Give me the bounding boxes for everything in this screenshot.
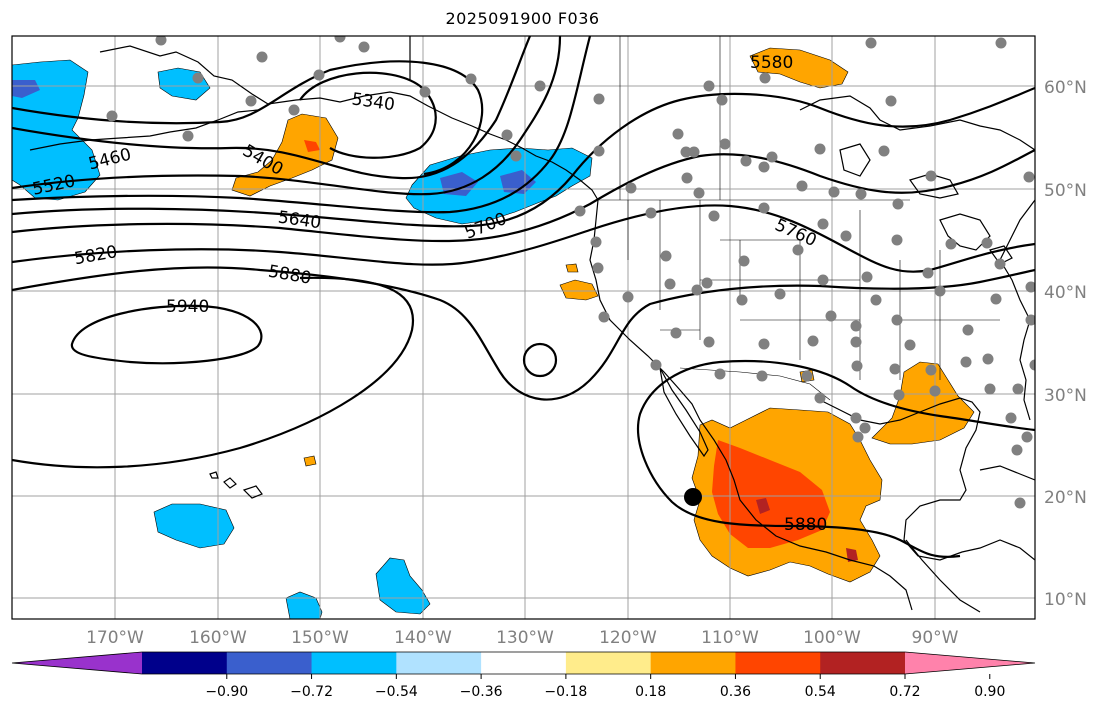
contour-5880-south: [12, 359, 1035, 558]
contour-5520: [12, 36, 562, 196]
coastlines: [29, 36, 1035, 613]
colorbar-tick-label: −0.36: [460, 684, 503, 700]
colorbar-swatch: [142, 652, 228, 674]
contour-5400: [12, 60, 484, 176]
colorbar-swatch: [396, 652, 482, 674]
lat-label-40n: 40°N: [1044, 283, 1087, 303]
lon-label-120w: 120°W: [599, 628, 657, 648]
negative-shading-north-pacific-inner: [12, 80, 40, 98]
contour-5580: [12, 36, 592, 214]
contour-small-loop: [522, 342, 558, 378]
contour-label-5940: 5940: [166, 297, 209, 317]
contour-5820: [12, 266, 1035, 401]
colorbar-tick-label: 0.18: [635, 684, 666, 700]
location-marker: [684, 488, 702, 506]
contour-label-5820: 5820: [73, 242, 119, 269]
lon-label-160w: 160°W: [189, 628, 247, 648]
colorbar-tick-label: −0.72: [290, 684, 333, 700]
political-borders: [598, 36, 1000, 401]
contour-5760: [12, 204, 1035, 273]
contour-label-5880-north: 5880: [267, 262, 313, 289]
colorbar-swatch: [311, 652, 397, 674]
negative-shading-pacific-northwest-inner-1: [440, 172, 478, 196]
colorbar-tick-label: −0.18: [544, 684, 587, 700]
colorbar-tick-label: −0.90: [205, 684, 248, 700]
positive-shading-north: [749, 47, 849, 89]
colorbar-tick-label: 0.72: [889, 684, 920, 700]
lat-label-10n: 10°N: [1044, 590, 1087, 610]
contour-labels: 5340 5400 5460 5520 5580 5640 5700 5760 …: [31, 53, 828, 535]
positive-shading-gulf: [231, 113, 339, 197]
colorbar-swatch: [820, 652, 906, 674]
negative-shading-south-2: [285, 591, 323, 619]
colorbar: −0.90 −0.72 −0.54 −0.36 −0.18 0.18 0.36 0.54 0.7…: [11, 651, 1036, 700]
colorbar-swatch: [565, 652, 652, 674]
longitude-labels: 170°W 160°W 150°W 140°W 130°W 120°W 110°…: [86, 628, 959, 648]
colorbar-outline: [11, 651, 1036, 675]
positive-shading-california: [559, 279, 599, 301]
colorbar-extend-high: [905, 652, 1035, 674]
lat-label-20n: 20°N: [1044, 488, 1087, 508]
contour-label-5580: 5580: [750, 53, 793, 73]
station-markers: [106, 36, 1035, 509]
contour-5880-north: [12, 276, 415, 469]
lon-label-110w: 110°W: [701, 628, 759, 648]
contour-5940: [70, 304, 263, 365]
lon-label-130w: 130°W: [496, 628, 554, 648]
positive-shading-mexico-west-small: [303, 455, 317, 467]
negative-shading-south-1: [375, 557, 431, 615]
lat-label-30n: 30°N: [1044, 386, 1087, 406]
lon-label-150w: 150°W: [291, 628, 349, 648]
colorbar-tick-label: −0.54: [375, 684, 418, 700]
lat-label-50n: 50°N: [1044, 181, 1087, 201]
colorbar-swatch: [650, 652, 736, 674]
contour-label-5880-south: 5880: [784, 515, 827, 535]
latitude-labels: 60°N 50°N 40°N 30°N 20°N 10°N: [1044, 78, 1087, 610]
lon-label-100w: 100°W: [803, 628, 861, 648]
map-area: 5340 5400 5460 5520 5580 5640 5700 5760 …: [12, 36, 1035, 619]
positive-shading-mexico-core-2: [846, 548, 858, 562]
contour-5640: [12, 86, 1035, 228]
colorbar-extend-low: [12, 652, 142, 674]
colorbar-swatch: [226, 652, 313, 674]
contour-5340: [299, 71, 437, 159]
colorbar-swatch: [735, 652, 821, 674]
colorbar-tick-label: 0.36: [720, 684, 751, 700]
height-contours: [12, 36, 1035, 558]
colorbar-tick-label: 0.54: [805, 684, 836, 700]
shaded-fields: [12, 47, 975, 619]
lon-label-90w: 90°W: [912, 628, 959, 648]
colorbar-swatch: [481, 652, 567, 674]
map-frame: [11, 35, 1036, 620]
negative-shading-hawaii: [153, 503, 235, 549]
lat-label-60n: 60°N: [1044, 78, 1087, 98]
negative-shading-small-1: [157, 67, 211, 101]
positive-shading-mexico-core: [756, 498, 770, 514]
colorbar-tick-label: 0.90: [974, 684, 1005, 700]
contour-label-5460: 5460: [87, 145, 134, 175]
lon-label-140w: 140°W: [394, 628, 452, 648]
lon-label-170w: 170°W: [86, 628, 144, 648]
contour-5700: [12, 149, 1035, 243]
positive-shading-california-small: [565, 263, 579, 273]
contour-5460: [12, 36, 532, 180]
positive-shading-mexico-inner: [712, 440, 830, 548]
positive-shading-gulf-inner: [304, 140, 320, 152]
map-title: 2025091900 F036: [445, 9, 600, 28]
negative-shading-pacific-northwest-inner-2: [500, 170, 536, 194]
